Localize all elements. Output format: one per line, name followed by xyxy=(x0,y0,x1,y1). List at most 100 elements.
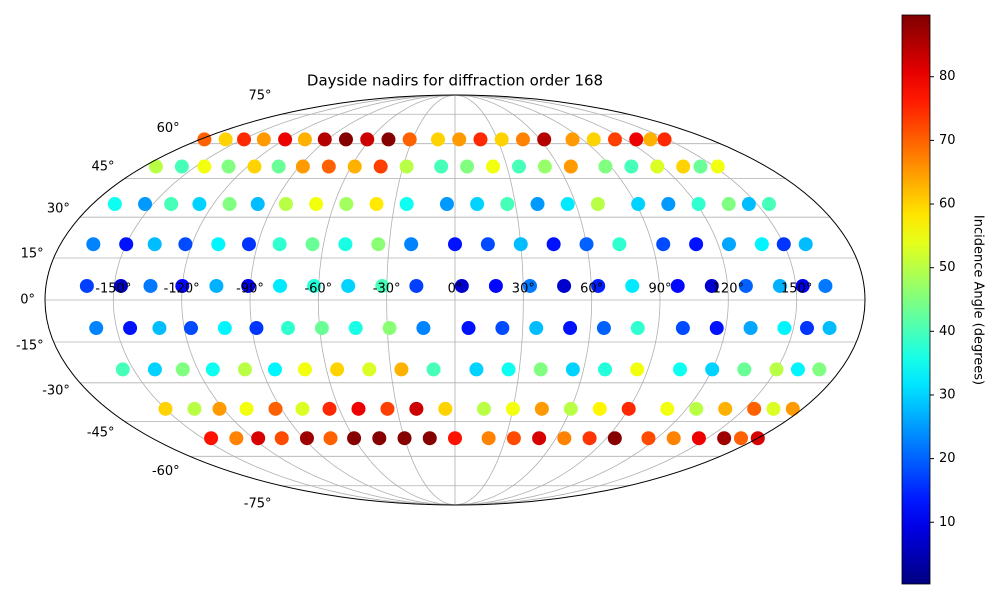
data-point xyxy=(402,132,417,147)
data-point xyxy=(314,321,329,336)
data-point xyxy=(557,278,572,293)
data-point xyxy=(143,278,158,293)
data-point xyxy=(218,132,233,147)
data-point xyxy=(404,237,419,252)
data-point xyxy=(777,321,792,336)
data-point xyxy=(537,159,552,174)
x-tick-label: 0° xyxy=(448,282,463,297)
data-point xyxy=(268,401,283,416)
colorbar-tick-label: 80 xyxy=(939,69,956,84)
data-point xyxy=(147,237,162,252)
data-point xyxy=(184,321,199,336)
data-point xyxy=(461,321,476,336)
data-point xyxy=(380,401,395,416)
data-point xyxy=(375,278,390,293)
data-point xyxy=(481,431,496,446)
data-point xyxy=(339,197,354,212)
data-point xyxy=(494,132,509,147)
data-point xyxy=(362,362,377,377)
data-point xyxy=(222,197,237,212)
data-point xyxy=(164,197,179,212)
data-point xyxy=(452,132,467,147)
data-point xyxy=(511,159,526,174)
data-point xyxy=(743,321,758,336)
data-point xyxy=(666,431,681,446)
data-point xyxy=(197,159,212,174)
data-point xyxy=(322,401,337,416)
data-point xyxy=(546,237,561,252)
data-point xyxy=(513,237,528,252)
data-point xyxy=(693,159,708,174)
data-point xyxy=(297,362,312,377)
data-point xyxy=(776,237,791,252)
data-point xyxy=(795,278,810,293)
data-point xyxy=(673,362,688,377)
data-point xyxy=(113,278,128,293)
data-point xyxy=(612,237,627,252)
data-point xyxy=(631,197,646,212)
colorbar-tick-label: 10 xyxy=(939,515,956,530)
data-point xyxy=(530,197,545,212)
data-point xyxy=(381,132,396,147)
data-point xyxy=(119,237,134,252)
data-point xyxy=(79,278,94,293)
data-point xyxy=(470,197,485,212)
data-point xyxy=(212,401,227,416)
data-point xyxy=(174,159,189,174)
data-point xyxy=(710,159,725,174)
data-point xyxy=(221,159,236,174)
data-point xyxy=(434,159,449,174)
data-point xyxy=(338,237,353,252)
data-point xyxy=(596,321,611,336)
data-point xyxy=(89,321,104,336)
data-point xyxy=(625,278,640,293)
data-point xyxy=(347,431,362,446)
data-point xyxy=(533,362,548,377)
data-point xyxy=(204,431,219,446)
data-point xyxy=(591,278,606,293)
colorbar-tick-label: 30 xyxy=(939,387,956,402)
x-tick-label: -120° xyxy=(164,282,200,297)
data-point xyxy=(460,159,475,174)
y-tick-label: -45° xyxy=(87,426,115,441)
data-point xyxy=(187,401,202,416)
colorbar-tick-label: 50 xyxy=(939,260,956,275)
data-point xyxy=(565,132,580,147)
data-point xyxy=(630,362,645,377)
data-point xyxy=(297,132,312,147)
data-point xyxy=(754,237,769,252)
y-tick-label: 45° xyxy=(92,159,115,174)
map-outline xyxy=(44,94,866,506)
data-point xyxy=(351,401,366,416)
data-point xyxy=(812,362,827,377)
data-point xyxy=(737,362,752,377)
data-point xyxy=(309,197,324,212)
x-tick-label: -90° xyxy=(236,282,264,297)
data-point xyxy=(281,321,296,336)
data-point xyxy=(409,278,424,293)
y-tick-label: -60° xyxy=(152,464,180,479)
data-point xyxy=(323,431,338,446)
data-point xyxy=(501,362,516,377)
data-point xyxy=(657,132,672,147)
data-point xyxy=(431,132,446,147)
data-point xyxy=(565,362,580,377)
data-point xyxy=(691,197,706,212)
y-tick-label: 0° xyxy=(20,293,35,308)
data-point xyxy=(271,159,286,174)
data-point xyxy=(175,278,190,293)
data-point xyxy=(495,321,510,336)
x-tick-label: 60° xyxy=(580,282,603,297)
x-tick-label: 120° xyxy=(713,282,744,297)
data-point xyxy=(107,197,122,212)
data-point xyxy=(422,431,437,446)
data-point xyxy=(372,431,387,446)
data-point xyxy=(338,132,353,147)
data-point xyxy=(399,159,414,174)
x-tick-label: -30° xyxy=(373,282,401,297)
data-point xyxy=(397,431,412,446)
data-point xyxy=(438,401,453,416)
colorbar xyxy=(901,14,931,585)
data-point xyxy=(790,362,805,377)
